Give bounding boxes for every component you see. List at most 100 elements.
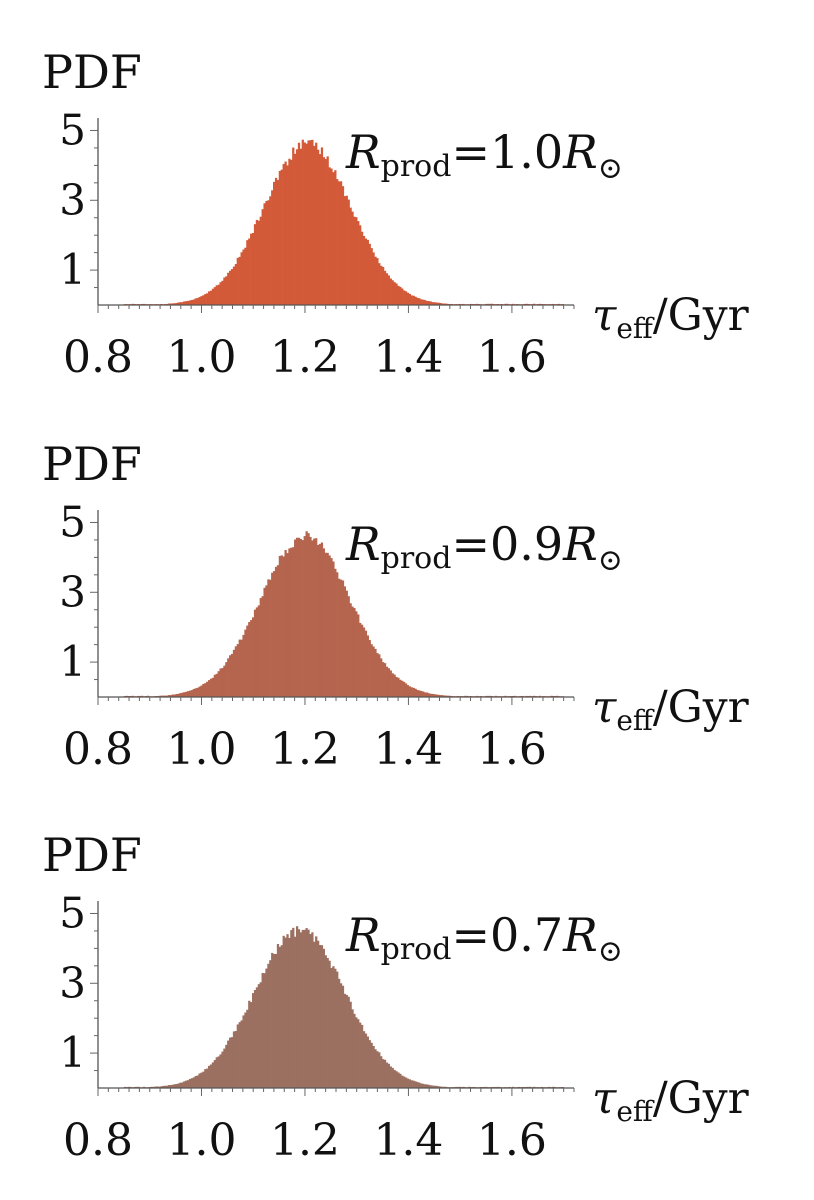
- histogram-bar: [217, 1056, 220, 1088]
- histogram-bar: [406, 1078, 410, 1088]
- histogram-bar: [408, 686, 412, 697]
- histogram-bar: [194, 298, 197, 305]
- histogram-bar: [429, 301, 433, 305]
- histogram-bar: [215, 1057, 218, 1088]
- histogram-bar: [294, 153, 297, 305]
- histogram-bar: [360, 624, 364, 697]
- histogram-bar: [351, 1009, 354, 1088]
- histogram-bar: [198, 1073, 201, 1088]
- histogram-bar: [194, 1075, 197, 1088]
- histogram-bar: [368, 1040, 371, 1088]
- x-label-symbol: τ: [592, 682, 617, 733]
- annotation-unit-symbol: R: [562, 125, 598, 179]
- histogram-bar: [374, 648, 377, 697]
- histogram-bar: [286, 165, 289, 305]
- histogram-bar: [406, 685, 410, 697]
- histogram-bar: [269, 579, 272, 697]
- histogram-bar: [315, 142, 318, 305]
- histogram-bar: [362, 1031, 366, 1088]
- histogram-bar: [280, 555, 283, 697]
- histogram-bar: [328, 167, 331, 305]
- histogram-bar: [339, 181, 343, 305]
- histogram-bar: [385, 273, 389, 305]
- x-tick-label: 1.0: [166, 332, 236, 383]
- histogram-bar: [295, 926, 299, 1088]
- histogram-bar: [443, 695, 446, 697]
- histogram-bar: [263, 973, 266, 1088]
- histogram-bar: [364, 630, 368, 697]
- histogram-bar: [382, 266, 385, 305]
- annotation-unit-symbol: R: [562, 908, 598, 962]
- histogram-bar: [299, 539, 303, 697]
- x-tick-label: 0.8: [63, 724, 133, 775]
- histogram-bar: [391, 280, 394, 305]
- histogram-bar: [301, 139, 304, 305]
- histogram-bar: [186, 300, 190, 305]
- histogram-bar: [385, 1062, 389, 1088]
- histogram-bar: [389, 278, 392, 305]
- histogram-bar: [420, 690, 423, 697]
- histogram-bar: [425, 1084, 429, 1088]
- histogram-bar: [196, 687, 199, 697]
- histogram-bar: [357, 221, 360, 305]
- histogram-bar: [288, 937, 291, 1088]
- histogram-bar: [427, 693, 431, 697]
- histogram-bar: [204, 1069, 207, 1088]
- histogram-bar: [219, 1054, 222, 1088]
- y-tick-label: 1: [59, 245, 86, 294]
- histogram-bar: [305, 531, 308, 697]
- histogram-bar: [397, 1072, 400, 1088]
- histogram-bar: [341, 580, 345, 697]
- histogram-bar: [435, 302, 438, 305]
- histogram-bar: [240, 252, 243, 305]
- histogram-bar: [188, 690, 192, 697]
- x-tick-label: 1.2: [270, 332, 340, 383]
- histogram-bar: [160, 695, 163, 697]
- histogram-bar: [330, 168, 333, 305]
- histogram-bar: [230, 269, 234, 305]
- histogram-bar: [393, 674, 396, 697]
- histogram-bar: [339, 983, 343, 1088]
- histogram-bar: [429, 693, 433, 697]
- histogram-bar: [196, 298, 199, 305]
- histogram-bar: [313, 145, 316, 305]
- histogram-bar: [158, 1086, 161, 1088]
- histogram-bar: [223, 277, 226, 305]
- annotation-unit-subscript: ⊙: [598, 151, 623, 186]
- histogram-bar: [391, 673, 394, 697]
- histogram-bar: [282, 935, 285, 1088]
- histogram-bar: [431, 302, 434, 305]
- histogram-bar: [274, 177, 278, 305]
- histogram-bar: [198, 686, 201, 697]
- histogram-bar: [284, 161, 287, 305]
- histogram-bar: [209, 1064, 213, 1088]
- histogram-bar: [167, 303, 171, 305]
- histogram-bar: [414, 296, 417, 305]
- histogram-bar: [284, 550, 287, 697]
- histogram-bar: [422, 691, 425, 697]
- histogram-bar: [316, 940, 320, 1088]
- histogram-bar: [253, 990, 257, 1088]
- histogram-bar: [204, 294, 207, 305]
- histogram-bar: [209, 290, 213, 305]
- histogram-bar: [257, 220, 260, 305]
- histogram-bar: [292, 927, 295, 1088]
- histogram-bar: [232, 1031, 236, 1088]
- histogram-bar: [206, 293, 209, 305]
- histogram-bar: [431, 693, 434, 697]
- histogram-bar: [359, 225, 362, 305]
- histogram-bar: [343, 586, 347, 697]
- histogram-bar: [307, 140, 310, 305]
- histogram-bar: [311, 139, 314, 305]
- histogram-bar: [206, 681, 209, 697]
- histogram-bar: [284, 937, 287, 1088]
- histogram-bar: [273, 181, 276, 305]
- annotation-value: =0.7: [451, 908, 563, 962]
- y-tick-label: 3: [59, 567, 86, 616]
- histogram-bar: [349, 603, 352, 697]
- panel-annotation: Rprod=0.7R⊙: [345, 908, 623, 969]
- histogram-bar: [217, 284, 220, 305]
- histogram-bar: [238, 1022, 241, 1088]
- histogram-bar: [336, 179, 339, 305]
